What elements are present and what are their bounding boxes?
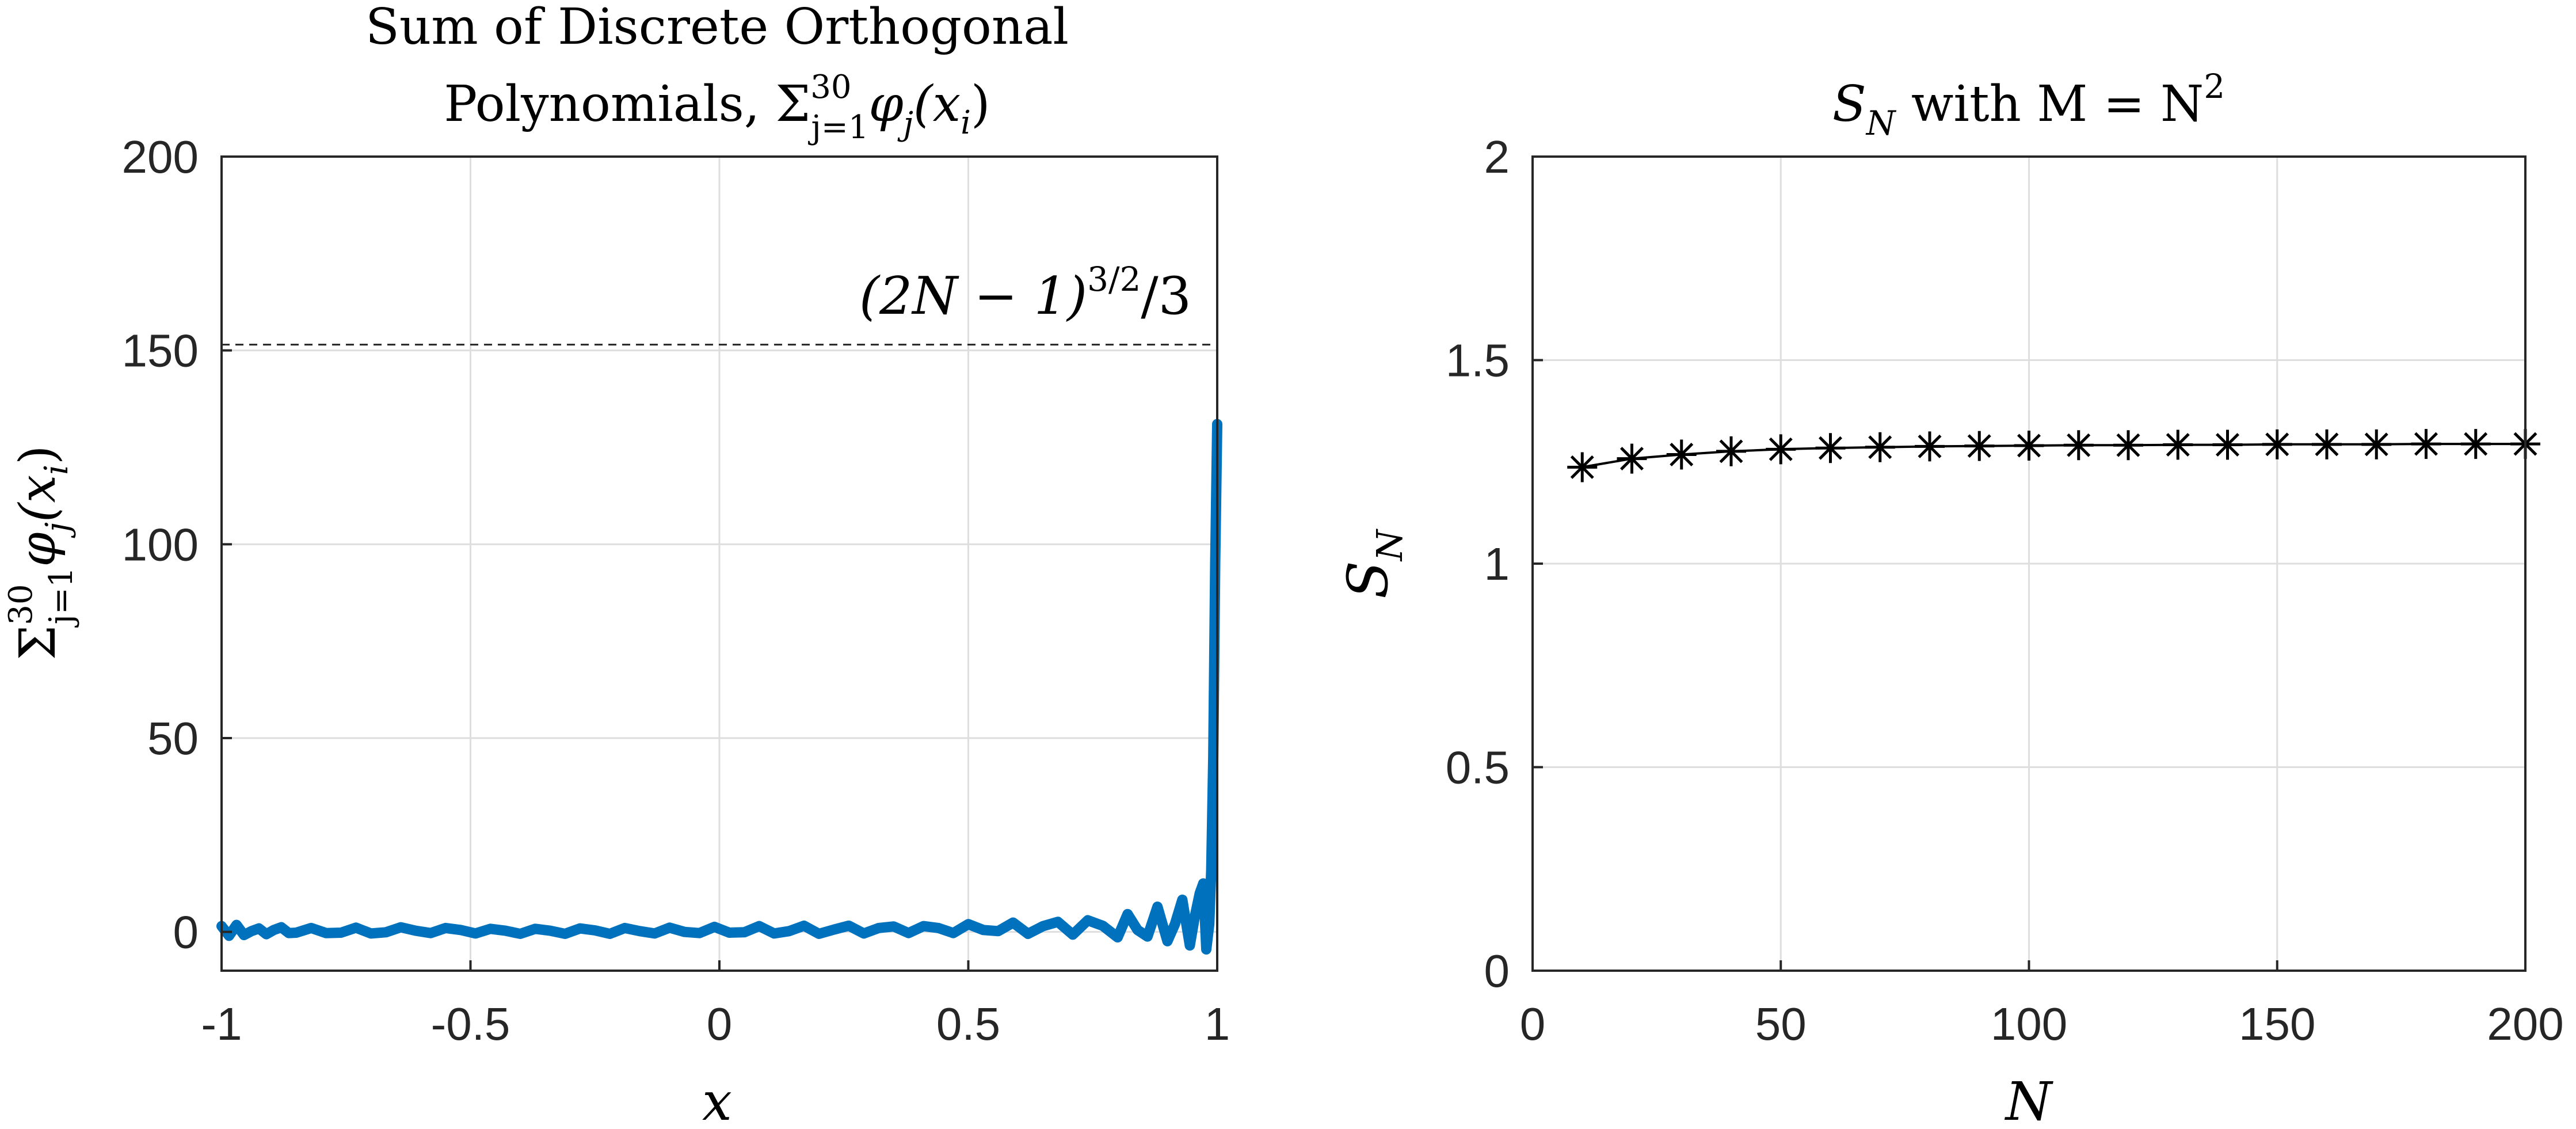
left-chart-x-ticks: -1 -0.5 0 0.5 1: [201, 960, 1230, 1050]
ylabel-sum-lower: j=1: [43, 567, 80, 628]
left-chart-x-tick-label: -0.5: [431, 998, 510, 1050]
sn-data-point: [1617, 443, 1647, 474]
left-chart-y-tick-label: 0: [173, 907, 199, 958]
right-title-s: S: [1832, 75, 1866, 133]
sn-data-point: [1567, 452, 1598, 482]
sn-data-point: [2460, 429, 2491, 459]
asterisk-marker-stroke: [2067, 433, 2091, 457]
sn-data-point: [2411, 429, 2441, 459]
left-chart-x-tick-label: -1: [201, 998, 242, 1050]
right-chart-title: SN with M = N2: [1832, 67, 2225, 143]
ref-label-suffix: /3: [1141, 266, 1191, 326]
ylabel-sigma: Σ: [9, 625, 67, 660]
sn-data-point: [1964, 431, 1995, 461]
asterisk-marker-stroke: [1570, 455, 1594, 479]
asterisk-marker-stroke: [2216, 433, 2239, 457]
asterisk-marker-stroke: [2116, 433, 2140, 457]
sn-data-point: [1915, 431, 1945, 462]
right-chart-y-tick-label: 2: [1484, 131, 1510, 183]
right-chart-y-tick-label: 0: [1484, 945, 1510, 997]
sn-data-point: [1666, 439, 1697, 470]
sn-data-point: [1716, 436, 1746, 466]
right-chart-x-ticks: 0 50 100 150 200: [1520, 960, 2564, 1050]
asterisk-marker-stroke: [2364, 432, 2388, 457]
reference-line-label: (2N − 1)3/2/3: [859, 260, 1191, 326]
ref-label-prefix: (2N − 1): [859, 266, 1087, 326]
asterisk-marker-stroke: [1670, 443, 1694, 467]
left-chart-y-tick-label: 200: [122, 131, 199, 183]
asterisk-marker-stroke: [1819, 436, 1842, 460]
right-chart-x-label: N: [2005, 1071, 2054, 1129]
right-title-s-sub: N: [1865, 104, 1897, 143]
right-ylabel-s: S: [1336, 561, 1400, 599]
asterisk-marker-stroke: [2166, 433, 2190, 457]
sn-data-point: [2014, 430, 2044, 461]
polynomial-sum-line: [216, 419, 1222, 955]
left-chart-title-line2: Polynomials, Σ30 j=1φj(xi): [444, 69, 990, 146]
right-chart-x-tick-label: 200: [2487, 998, 2563, 1050]
right-chart-x-tick-label: 0: [1520, 998, 1546, 1050]
sn-data-point: [1815, 433, 1846, 463]
title-close: ): [971, 75, 990, 133]
ylabel-arg-sub: i: [38, 465, 75, 475]
title-arg: (x: [913, 75, 961, 133]
title-arg-sub: i: [961, 104, 971, 142]
right-chart-y-tick-label: 1.5: [1446, 335, 1510, 386]
right-title-exponent: 2: [2204, 67, 2225, 106]
right-chart-x-tick-label: 50: [1755, 998, 1807, 1050]
left-chart-y-tick-label: 150: [122, 325, 199, 377]
right-chart: 0 50 100 150 200 00.511.52 SN with M = N2 N …: [1336, 67, 2564, 1129]
asterisk-marker-stroke: [2414, 432, 2438, 456]
asterisk-marker-stroke: [1918, 434, 1942, 458]
sn-data-point: [1865, 432, 1895, 462]
left-chart-x-tick-label: 0: [707, 998, 733, 1050]
right-chart-y-ticks: 0 0.5 1 1.5 2: [1446, 131, 1543, 997]
asterisk-marker-stroke: [1769, 437, 1793, 461]
sn-data-point: [2312, 429, 2342, 459]
sn-data-point: [2262, 429, 2292, 459]
sn-data-point: [2063, 430, 2094, 461]
left-chart-series: [216, 419, 1222, 955]
right-title-mid: with M = N: [1895, 75, 2204, 133]
asterisk-marker-stroke: [1868, 435, 1892, 459]
left-chart-y-ticks: 0 50 100 150 200: [122, 131, 232, 958]
title-phi: φ: [868, 75, 903, 133]
title-sum-lower: j=1: [808, 109, 869, 146]
right-ylabel-sub: N: [1369, 528, 1411, 562]
asterisk-marker-stroke: [1719, 439, 1743, 463]
sn-data-point: [2163, 429, 2193, 460]
right-chart-series: [1567, 429, 2540, 482]
right-chart-x-tick-label: 150: [2239, 998, 2315, 1050]
left-chart-x-tick-label: 1: [1205, 998, 1230, 1050]
ylabel-sum-upper: 30: [2, 584, 40, 625]
asterisk-marker-stroke: [2315, 432, 2339, 457]
sn-data-point: [2212, 429, 2243, 460]
left-chart-x-label: x: [702, 1071, 732, 1129]
sn-data-point: [2361, 429, 2392, 459]
asterisk-marker-stroke: [2017, 434, 2041, 458]
asterisk-marker-stroke: [1620, 447, 1644, 471]
right-chart-x-tick-label: 100: [1991, 998, 2067, 1050]
asterisk-marker-stroke: [2265, 432, 2289, 457]
ylabel-phi: φ: [9, 532, 67, 567]
title-line2-text: Polynomials, Σ: [444, 75, 810, 133]
right-chart-y-tick-label: 1: [1484, 538, 1510, 590]
sn-data-point: [2113, 430, 2143, 461]
ylabel-arg: (x: [9, 475, 67, 522]
left-chart-y-tick-label: 100: [122, 519, 199, 570]
sn-data-point: [1766, 434, 1796, 465]
ref-label-exponent: 3/2: [1087, 260, 1141, 299]
left-chart-y-tick-label: 50: [147, 713, 199, 764]
left-chart: -1 -0.5 0 0.5 1 0 50 100 150 200 Sum of Discrete…: [2, 0, 1230, 1129]
asterisk-marker-stroke: [2464, 432, 2488, 456]
left-chart-x-tick-label: 0.5: [936, 998, 1000, 1050]
ylabel-close: ): [9, 445, 67, 465]
right-chart-y-tick-label: 0.5: [1446, 742, 1510, 793]
title-sum-upper: 30: [810, 69, 851, 106]
right-chart-y-label: SN: [1336, 528, 1411, 599]
asterisk-marker-stroke: [1967, 434, 1991, 458]
left-chart-title-line1: Sum of Discrete Orthogonal: [365, 0, 1069, 56]
left-chart-y-label: Σ30j=1φj(xi): [2, 445, 80, 660]
